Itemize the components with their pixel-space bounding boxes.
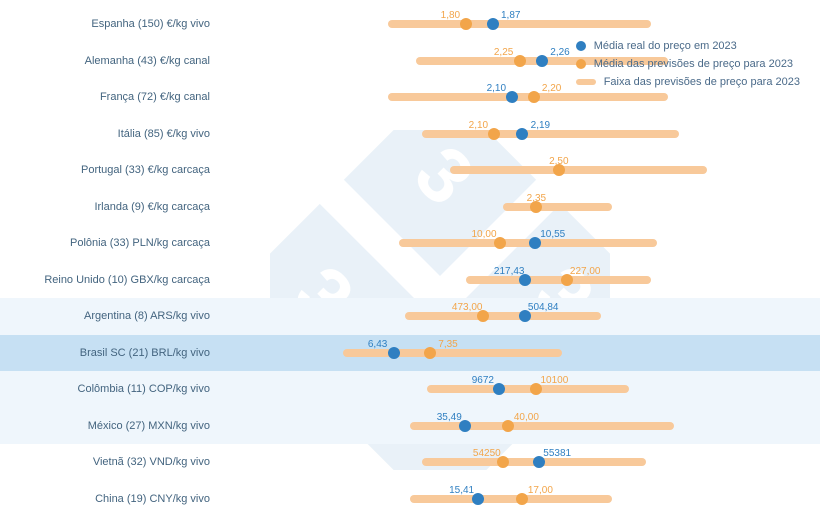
actual-value: 217,43	[494, 266, 525, 277]
row-label: Brasil SC (21) BRL/kg vivo	[0, 347, 210, 359]
actual-value: 15,41	[449, 485, 474, 496]
row-label: China (19) CNY/kg vivo	[0, 493, 210, 505]
row-label: Vietnã (32) VND/kg vivo	[0, 456, 210, 468]
range-bar	[388, 20, 651, 28]
legend-label-forecast: Média das previsões de preço para 2023	[594, 58, 793, 70]
range-bar	[450, 166, 708, 174]
actual-value: 504,84	[528, 302, 559, 313]
chart-row: Colômbia (11) COP/kg vivo 10100 9672	[0, 371, 820, 408]
actual-value: 9672	[472, 375, 494, 386]
legend-dot-actual	[576, 41, 586, 51]
legend-item-range: Faixa das previsões de preço para 2023	[576, 76, 800, 88]
range-bar	[410, 495, 612, 503]
forecast-value: 17,00	[528, 485, 553, 496]
range-bar	[503, 203, 612, 211]
forecast-value: 2,25	[494, 47, 513, 58]
forecast-value: 54250	[473, 448, 501, 459]
forecast-value: 227,00	[570, 266, 601, 277]
chart-area: 3 3 3 Espanha (150) €/kg vivo1,801,87Ale…	[0, 0, 820, 521]
legend: Média real do preço em 2023 Média das pr…	[576, 40, 800, 94]
row-label: Alemanha (43) €/kg canal	[0, 55, 210, 67]
range-bar	[405, 312, 601, 320]
range-bar	[343, 349, 561, 357]
forecast-value: 2,20	[542, 83, 561, 94]
forecast-point	[502, 420, 514, 432]
row-label: Reino Unido (10) GBX/kg carcaça	[0, 274, 210, 286]
actual-point	[493, 383, 505, 395]
row-label: Itália (85) €/kg vivo	[0, 128, 210, 140]
forecast-value: 7,35	[438, 339, 457, 350]
chart-row: Reino Unido (10) GBX/kg carcaça 227,00 217…	[0, 262, 820, 299]
actual-value: 1,87	[501, 10, 520, 21]
actual-value: 35,49	[437, 412, 462, 423]
chart-row: Argentina (8) ARS/kg vivo 473,00 504,84	[0, 298, 820, 335]
chart-row: Espanha (150) €/kg vivo 1,80 1,87	[0, 6, 820, 43]
row-label: França (72) €/kg canal	[0, 91, 210, 103]
chart-row: Itália (85) €/kg vivo 2,10 2,19	[0, 116, 820, 153]
legend-bar-range	[576, 79, 596, 85]
row-label: Irlanda (9) €/kg carcaça	[0, 201, 210, 213]
actual-value: 2,10	[487, 83, 506, 94]
chart-row: Portugal (33) €/kg carcaça 2,50	[0, 152, 820, 189]
row-label: Polônia (33) PLN/kg carcaça	[0, 237, 210, 249]
legend-label-actual: Média real do preço em 2023	[594, 40, 737, 52]
forecast-value: 10,00	[471, 229, 496, 240]
forecast-point	[514, 55, 526, 67]
row-label: Espanha (150) €/kg vivo	[0, 18, 210, 30]
chart-row: Irlanda (9) €/kg carcaça 2,35	[0, 189, 820, 226]
row-label: Portugal (33) €/kg carcaça	[0, 164, 210, 176]
forecast-value: 2,10	[469, 120, 488, 131]
legend-item-forecast: Média das previsões de preço para 2023	[576, 58, 800, 70]
row-label: Argentina (8) ARS/kg vivo	[0, 310, 210, 322]
forecast-value: 10100	[540, 375, 568, 386]
forecast-point	[528, 91, 540, 103]
forecast-point	[424, 347, 436, 359]
actual-point	[516, 128, 528, 140]
range-bar	[410, 422, 673, 430]
chart-row: Brasil SC (21) BRL/kg vivo 7,35 6,43	[0, 335, 820, 372]
legend-dot-forecast	[576, 59, 586, 69]
row-label: México (27) MXN/kg vivo	[0, 420, 210, 432]
forecast-point	[516, 493, 528, 505]
range-bar	[466, 276, 651, 284]
actual-point	[529, 237, 541, 249]
legend-item-actual: Média real do preço em 2023	[576, 40, 800, 52]
actual-value: 6,43	[368, 339, 387, 350]
chart-row: México (27) MXN/kg vivo 40,00 35,49	[0, 408, 820, 445]
range-bar	[427, 385, 629, 393]
forecast-value: 473,00	[452, 302, 483, 313]
chart-row: Polônia (33) PLN/kg carcaça 10,00 10,55	[0, 225, 820, 262]
actual-point	[487, 18, 499, 30]
legend-label-range: Faixa das previsões de preço para 2023	[604, 76, 800, 88]
forecast-value: 1,80	[441, 10, 460, 21]
forecast-point	[460, 18, 472, 30]
actual-value: 2,26	[550, 47, 569, 58]
actual-value: 2,19	[531, 120, 550, 131]
range-bar	[422, 130, 680, 138]
forecast-value: 40,00	[514, 412, 539, 423]
forecast-value: 2,50	[549, 156, 568, 167]
actual-point	[536, 55, 548, 67]
forecast-point	[488, 128, 500, 140]
row-label: Colômbia (11) COP/kg vivo	[0, 383, 210, 395]
chart-row: China (19) CNY/kg vivo 17,00 15,41	[0, 481, 820, 518]
forecast-value: 2,35	[527, 193, 546, 204]
actual-value: 10,55	[540, 229, 565, 240]
chart-row: Vietnã (32) VND/kg vivo 54250 55381	[0, 444, 820, 481]
actual-value: 55381	[543, 448, 571, 459]
actual-point	[388, 347, 400, 359]
actual-point	[506, 91, 518, 103]
